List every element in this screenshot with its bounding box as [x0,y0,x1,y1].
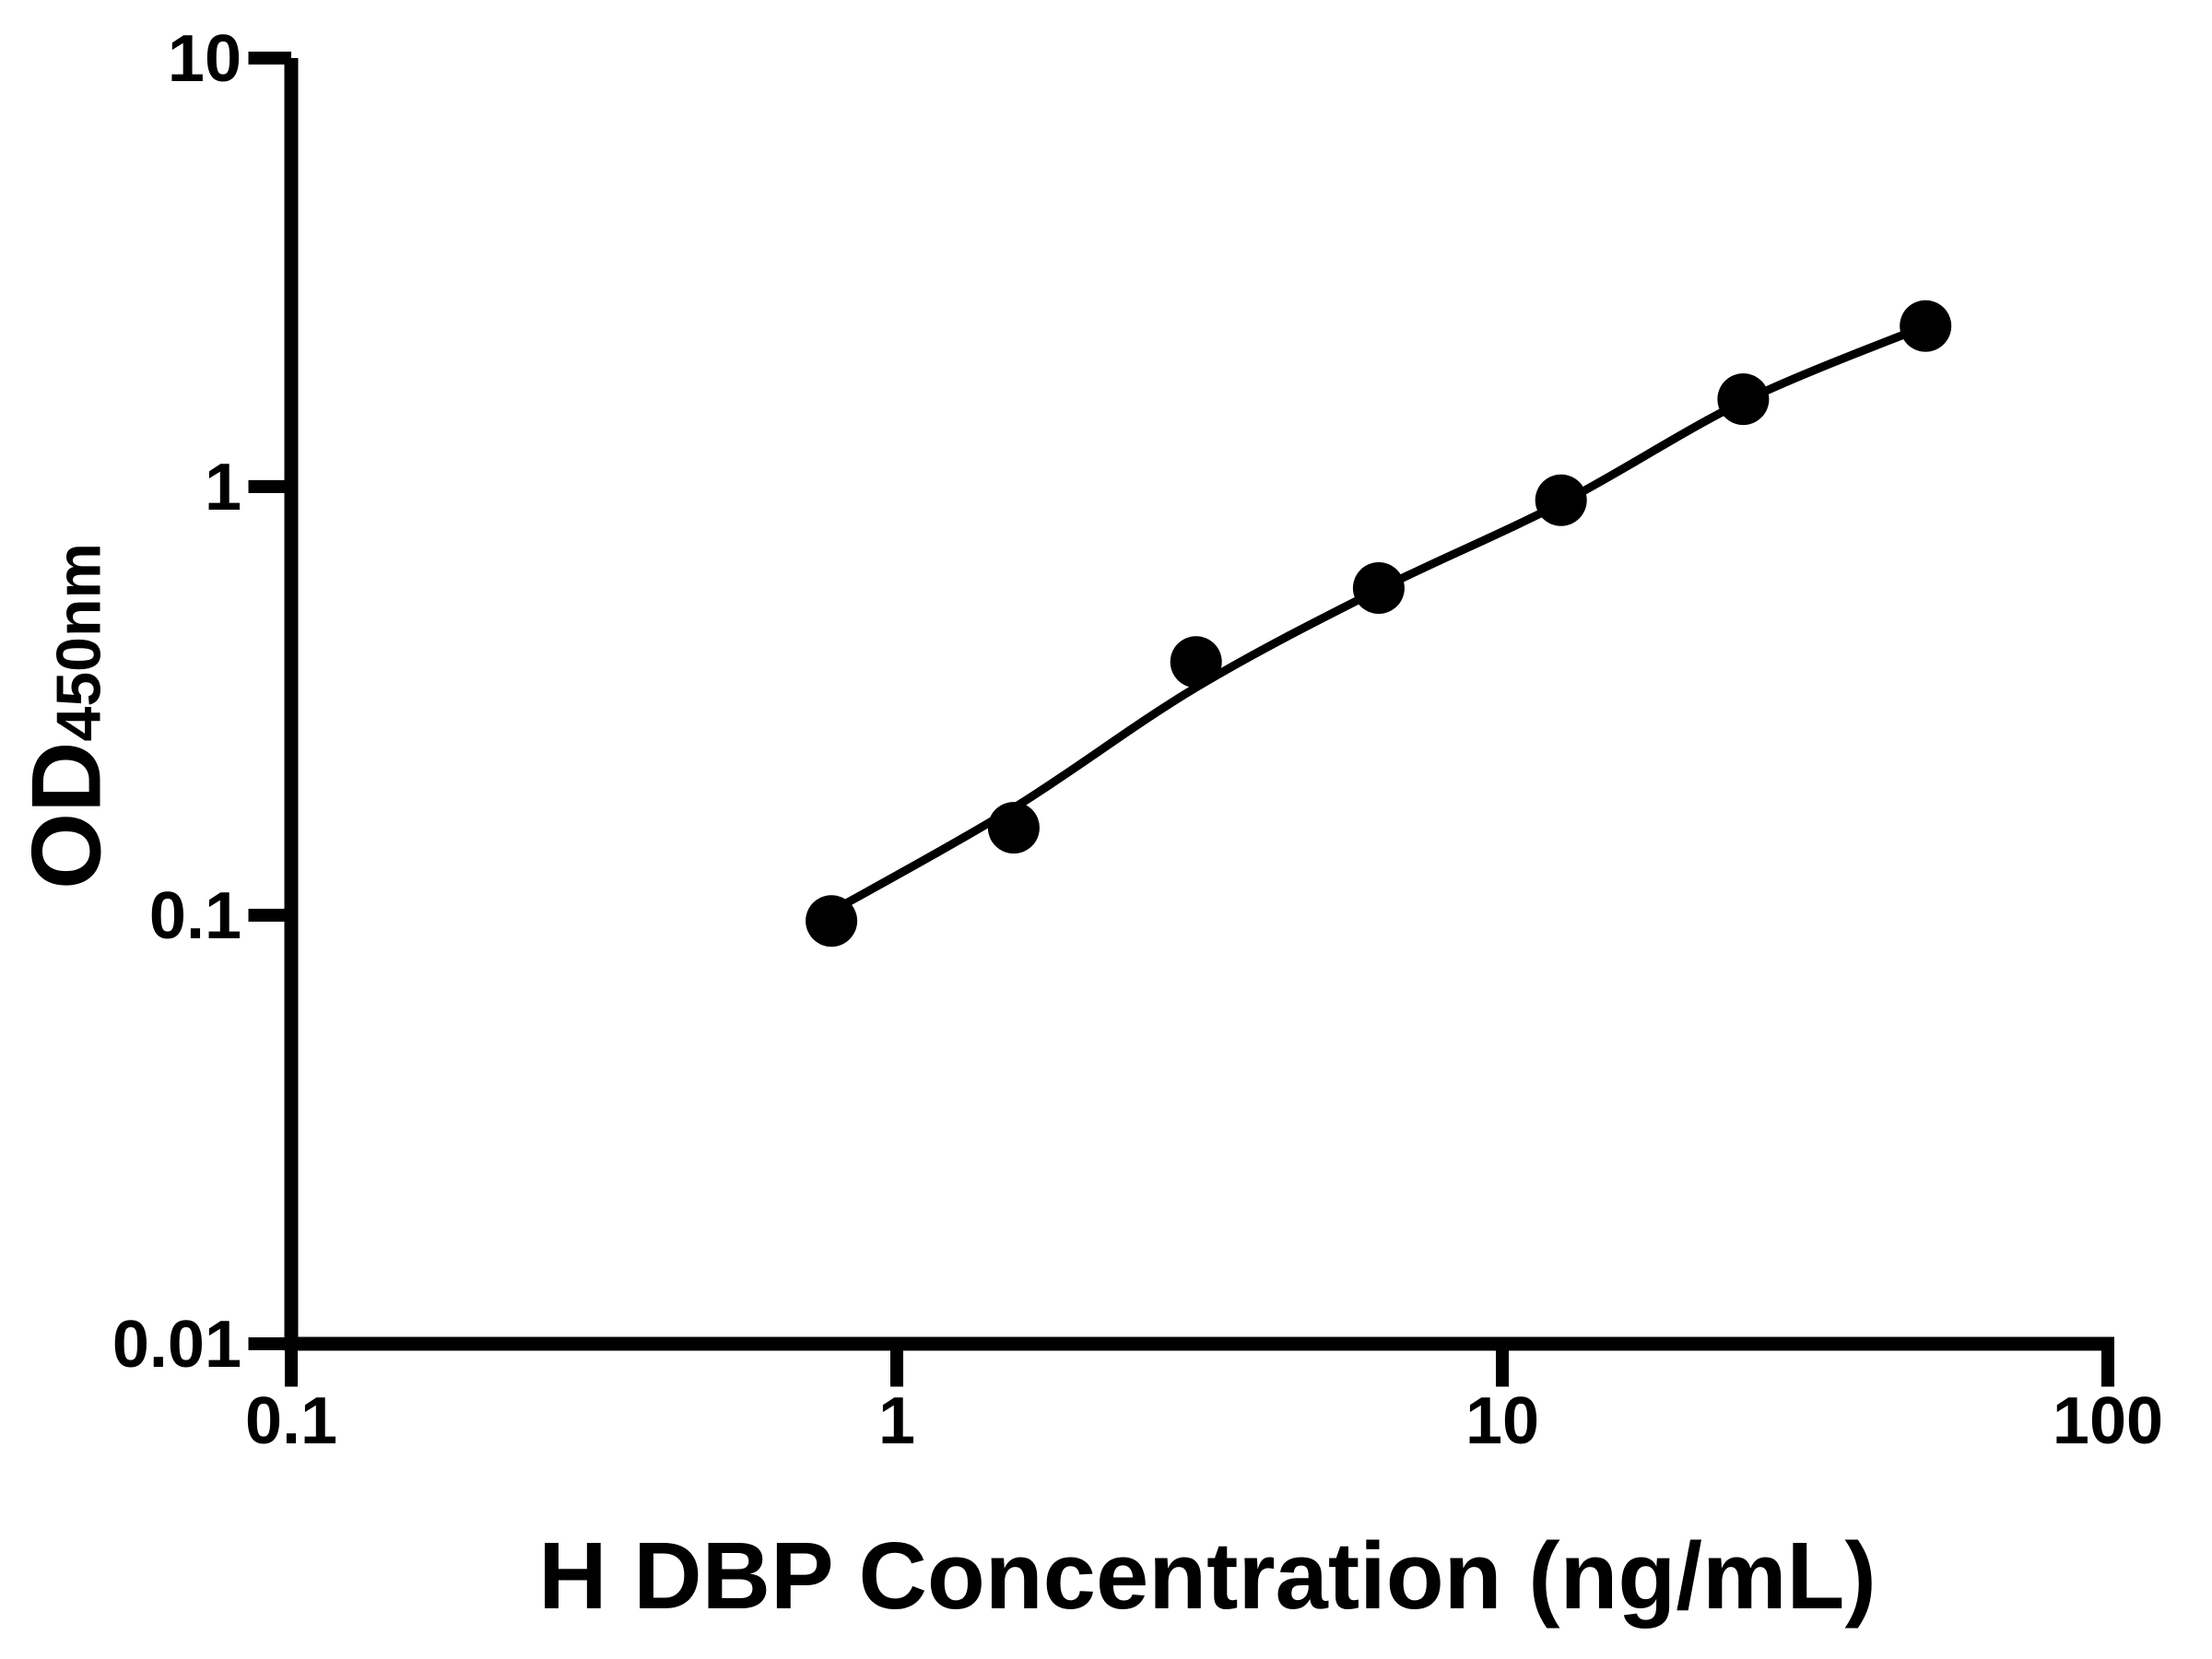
y-axis-title-sub: 450nm [43,543,114,742]
x-tick-label-100: 100 [2052,1384,2164,1458]
data-point-2 [1170,636,1222,688]
y-axis-title-main: OD [10,741,122,889]
data-point-6 [1900,300,1952,352]
data-point-4 [1535,474,1587,526]
x-tick-label-0.1: 0.1 [244,1384,338,1458]
data-point-0 [806,895,858,947]
data-point-1 [987,802,1040,854]
y-tick-label-10: 10 [167,22,241,96]
x-tick-label-10: 10 [1465,1384,1540,1458]
y-tick-label-1: 1 [204,451,241,524]
y-tick-label-0.1: 0.1 [148,879,241,953]
y-axis-title: OD450nm [11,543,122,889]
data-point-3 [1352,562,1405,614]
x-axis-title: H DBP Concentration (ng/mL) [538,1523,1877,1629]
y-tick-label-0.01: 0.01 [112,1308,241,1382]
x-tick-label-1: 1 [877,1384,916,1458]
data-point-5 [1717,373,1770,426]
axis-frame [284,58,2114,1351]
